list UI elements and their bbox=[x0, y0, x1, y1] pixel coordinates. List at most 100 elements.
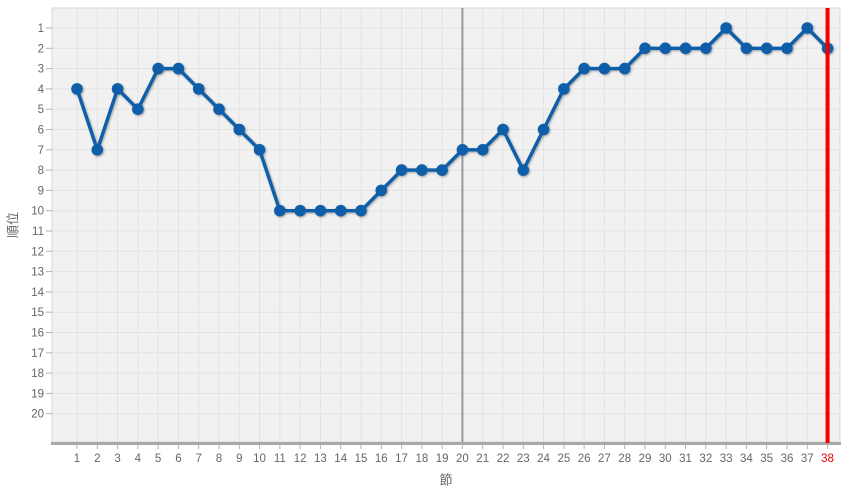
x-tick-label: 36 bbox=[781, 453, 794, 465]
y-tick-label: 12 bbox=[31, 246, 44, 258]
x-tick-label: 10 bbox=[253, 453, 266, 465]
y-tick-label: 9 bbox=[38, 185, 44, 197]
data-point[interactable] bbox=[152, 62, 164, 75]
x-tick-label: 8 bbox=[216, 453, 222, 465]
data-point[interactable] bbox=[334, 204, 347, 217]
x-tick-label: 38 bbox=[821, 453, 834, 465]
data-point[interactable] bbox=[517, 164, 530, 176]
data-point[interactable] bbox=[395, 164, 408, 176]
y-tick-label: 13 bbox=[31, 267, 44, 279]
data-point[interactable] bbox=[700, 42, 712, 55]
data-point[interactable] bbox=[436, 164, 448, 176]
data-point[interactable] bbox=[578, 62, 590, 75]
x-tick-label: 6 bbox=[175, 453, 181, 465]
x-tick-label: 29 bbox=[639, 453, 652, 465]
data-point[interactable] bbox=[355, 204, 367, 217]
data-point[interactable] bbox=[598, 62, 611, 75]
x-tick-labels: 1 2 3 4 5 6 7 8 9 10 11 12 13 14 15 16 17 18 19 20 21 22 23 24 2… bbox=[74, 453, 834, 465]
y-tick-label: 8 bbox=[38, 165, 44, 177]
data-point[interactable] bbox=[172, 62, 185, 75]
x-tick-label: 25 bbox=[557, 453, 570, 465]
data-point[interactable] bbox=[476, 144, 489, 156]
data-point[interactable] bbox=[416, 164, 428, 176]
x-tick-label: 5 bbox=[155, 453, 161, 465]
x-tick-label: 19 bbox=[436, 453, 449, 465]
y-tick-label: 2 bbox=[38, 43, 44, 55]
data-point[interactable] bbox=[274, 204, 286, 217]
data-point[interactable] bbox=[253, 144, 266, 156]
x-tick-label: 1 bbox=[74, 453, 80, 465]
data-point[interactable] bbox=[111, 83, 124, 95]
x-tick-label: 33 bbox=[720, 453, 733, 465]
y-tick-label: 4 bbox=[38, 84, 45, 96]
x-tick-label: 27 bbox=[598, 453, 611, 465]
x-tick-label: 14 bbox=[334, 453, 347, 465]
x-tick-label: 13 bbox=[314, 453, 327, 465]
y-tick-label: 19 bbox=[31, 388, 44, 400]
x-tick-label: 24 bbox=[537, 453, 550, 465]
data-point[interactable] bbox=[91, 144, 104, 156]
tick-marks bbox=[46, 27, 829, 449]
x-tick-label: 22 bbox=[497, 453, 510, 465]
data-point[interactable] bbox=[781, 42, 793, 55]
y-tick-label: 17 bbox=[31, 348, 44, 360]
x-tick-label: 4 bbox=[135, 453, 142, 465]
data-point[interactable] bbox=[233, 123, 246, 136]
y-tick-label: 14 bbox=[31, 287, 44, 299]
data-point[interactable] bbox=[618, 62, 631, 75]
y-tick-label: 6 bbox=[38, 125, 44, 137]
data-point[interactable] bbox=[659, 42, 672, 55]
x-tick-label: 34 bbox=[740, 453, 753, 465]
x-tick-label: 18 bbox=[415, 453, 428, 465]
y-tick-label: 16 bbox=[31, 328, 44, 340]
data-point[interactable] bbox=[132, 103, 144, 115]
y-axis-title: 順位 bbox=[5, 211, 21, 239]
data-point[interactable] bbox=[294, 204, 306, 217]
x-tick-label: 23 bbox=[517, 453, 530, 465]
data-point[interactable] bbox=[740, 42, 753, 55]
data-point[interactable] bbox=[213, 103, 225, 115]
data-point[interactable] bbox=[639, 42, 651, 55]
x-tick-label: 20 bbox=[456, 453, 469, 465]
y-tick-label: 10 bbox=[31, 206, 44, 218]
x-tick-label: 21 bbox=[476, 453, 489, 465]
data-point[interactable] bbox=[558, 83, 570, 95]
x-tick-label: 26 bbox=[578, 453, 591, 465]
plot-area bbox=[52, 8, 840, 442]
x-tick-label: 12 bbox=[294, 453, 307, 465]
x-tick-label: 7 bbox=[196, 453, 202, 465]
data-point[interactable] bbox=[679, 42, 692, 55]
data-point[interactable] bbox=[760, 42, 773, 55]
y-tick-label: 11 bbox=[32, 226, 44, 238]
data-point[interactable] bbox=[456, 144, 469, 156]
x-tick-label: 28 bbox=[618, 453, 631, 465]
data-point[interactable] bbox=[720, 22, 732, 34]
y-tick-label: 3 bbox=[38, 64, 44, 76]
y-tick-label: 1 bbox=[38, 23, 44, 35]
x-axis-title: 節 bbox=[439, 472, 453, 488]
x-tick-label: 15 bbox=[355, 453, 368, 465]
y-tick-label: 7 bbox=[38, 145, 44, 157]
y-tick-label: 20 bbox=[31, 409, 44, 421]
x-tick-label: 11 bbox=[274, 453, 286, 465]
data-point[interactable] bbox=[71, 83, 83, 95]
gridlines bbox=[52, 8, 840, 442]
y-tick-label: 15 bbox=[31, 307, 44, 319]
x-tick-label: 32 bbox=[699, 453, 712, 465]
data-point[interactable] bbox=[375, 184, 388, 197]
data-point[interactable] bbox=[192, 83, 205, 95]
x-tick-label: 2 bbox=[94, 453, 100, 465]
x-tick-label: 9 bbox=[236, 453, 242, 465]
data-point[interactable] bbox=[801, 22, 814, 34]
x-tick-label: 30 bbox=[659, 453, 672, 465]
data-point[interactable] bbox=[314, 204, 327, 217]
data-point[interactable] bbox=[497, 123, 509, 136]
rank-series bbox=[71, 22, 834, 217]
x-tick-label: 35 bbox=[760, 453, 773, 465]
x-tick-label: 3 bbox=[114, 453, 120, 465]
data-point[interactable] bbox=[537, 123, 550, 136]
x-tick-label: 17 bbox=[395, 453, 408, 465]
